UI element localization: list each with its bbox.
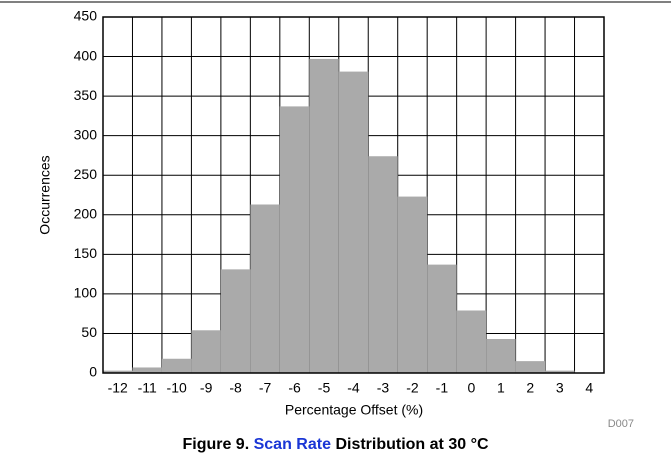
caption-prefix: Figure 9. xyxy=(182,436,250,453)
bar xyxy=(545,370,575,373)
y-tick-label: 50 xyxy=(81,324,97,340)
x-tick-label: -4 xyxy=(347,380,360,396)
x-axis-label: Percentage Offset (%) xyxy=(285,402,423,418)
x-tick-label: -9 xyxy=(200,380,213,396)
x-tick-label: -10 xyxy=(167,380,187,396)
x-tick-label: -7 xyxy=(259,380,272,396)
bar xyxy=(161,358,192,373)
y-tick-label: 250 xyxy=(74,166,98,182)
bar xyxy=(220,269,251,373)
bar xyxy=(456,310,487,373)
chart: Occurrences Percentage Offset (%) D007 0… xyxy=(0,1,671,430)
bar xyxy=(368,156,398,373)
bar xyxy=(427,264,457,373)
caption: Figure 9. Scan Rate Distribution at 30 °… xyxy=(0,436,671,454)
bar xyxy=(486,338,516,373)
x-tick-label: 1 xyxy=(497,380,505,396)
y-tick-label: 400 xyxy=(74,47,98,63)
x-tick-label: -11 xyxy=(138,380,157,396)
x-tick-label: -2 xyxy=(406,380,419,396)
x-tick-label: -1 xyxy=(436,380,449,396)
caption-suffix: Distribution at 30 °C xyxy=(335,436,489,453)
bar xyxy=(250,204,280,373)
y-tick-label: 100 xyxy=(74,285,98,301)
y-tick-label: 150 xyxy=(74,245,98,261)
x-tick-label: -5 xyxy=(318,380,331,396)
plot-frame xyxy=(102,16,605,374)
figure-id: D007 xyxy=(608,418,634,430)
bar xyxy=(103,370,133,373)
y-axis-label: Occurrences xyxy=(37,155,53,234)
x-tick-label: 0 xyxy=(467,380,475,396)
x-tick-label: 4 xyxy=(585,380,593,396)
y-tick-label: 450 xyxy=(74,8,98,24)
y-tick-label: 300 xyxy=(74,126,98,142)
x-tick-label: 2 xyxy=(526,380,534,396)
bar xyxy=(338,71,369,373)
bar xyxy=(309,58,339,373)
caption-link[interactable]: Scan Rate xyxy=(253,436,331,453)
y-tick-label: 0 xyxy=(89,364,97,380)
x-tick-label: -8 xyxy=(229,380,242,396)
x-tick-label: -3 xyxy=(377,380,390,396)
x-tick-label: -6 xyxy=(288,380,301,396)
y-tick-label: 200 xyxy=(74,205,98,221)
bar xyxy=(279,106,310,373)
x-tick-label: 3 xyxy=(556,380,564,396)
bar xyxy=(397,196,428,373)
bar xyxy=(515,361,546,373)
bar xyxy=(132,367,162,373)
x-tick-label: -12 xyxy=(108,380,128,396)
bar xyxy=(191,330,221,373)
y-tick-label: 350 xyxy=(74,87,98,103)
